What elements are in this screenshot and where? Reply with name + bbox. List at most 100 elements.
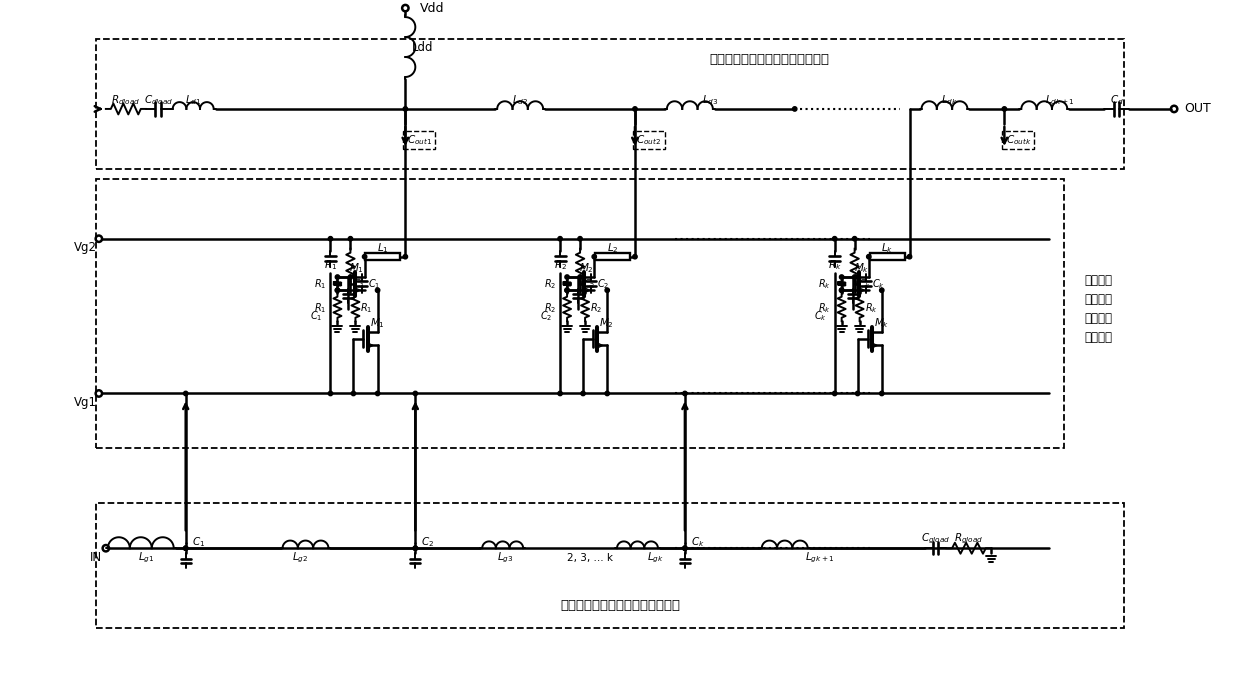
Circle shape [852, 236, 857, 241]
Text: $R_{dload}$: $R_{dload}$ [112, 94, 140, 107]
Text: $M_{k}$: $M_{k}$ [874, 316, 889, 330]
Circle shape [184, 546, 188, 550]
Text: IN: IN [89, 550, 102, 563]
Circle shape [1002, 107, 1007, 111]
Bar [95, 39, 1125, 169]
Circle shape [348, 236, 352, 241]
Text: $C_{k}$: $C_{k}$ [872, 277, 884, 290]
Bar [366, 253, 401, 260]
Text: Vg2: Vg2 [74, 241, 98, 254]
Text: $M_{k}$: $M_{k}$ [853, 261, 869, 275]
Text: 反馈型二级达林顿管输出合成网络: 反馈型二级达林顿管输出合成网络 [709, 53, 830, 66]
Circle shape [632, 255, 637, 259]
Circle shape [376, 288, 379, 292]
Circle shape [565, 288, 569, 292]
Circle shape [605, 288, 609, 292]
Text: $R_{1}$: $R_{1}$ [325, 257, 337, 272]
Circle shape [839, 275, 844, 279]
Circle shape [578, 275, 583, 279]
Circle shape [335, 288, 340, 292]
Circle shape [413, 391, 418, 395]
Circle shape [591, 255, 596, 259]
Text: $C_{1}$: $C_{1}$ [192, 535, 205, 549]
Circle shape [879, 288, 884, 292]
Text: $L_{d1}$: $L_{d1}$ [185, 94, 201, 107]
Circle shape [867, 255, 870, 259]
Text: $L_{2}$: $L_{2}$ [606, 241, 619, 255]
Circle shape [184, 391, 188, 395]
Circle shape [348, 275, 352, 279]
Text: $L_{k}$: $L_{k}$ [880, 241, 893, 255]
Text: $C_{1}$: $C_{1}$ [310, 309, 322, 323]
Circle shape [558, 391, 562, 395]
Circle shape [879, 391, 884, 395]
Circle shape [351, 391, 356, 395]
Text: Vg1: Vg1 [74, 396, 98, 409]
Text: $L_{g1}$: $L_{g1}$ [138, 551, 154, 566]
Circle shape [565, 288, 569, 292]
Text: $R_{1}$: $R_{1}$ [361, 301, 373, 315]
Circle shape [565, 275, 569, 279]
Circle shape [683, 546, 687, 550]
Circle shape [362, 255, 367, 259]
Text: $C_{dload}$: $C_{dload}$ [144, 94, 172, 107]
Text: $L_{dk}$: $L_{dk}$ [941, 94, 957, 107]
Circle shape [683, 546, 687, 550]
Circle shape [558, 236, 562, 241]
Text: $R_{gload}$: $R_{gload}$ [955, 532, 983, 546]
Text: $M_{1}$: $M_{1}$ [350, 261, 365, 275]
Text: $R_{k}$: $R_{k}$ [817, 301, 831, 315]
Circle shape [605, 391, 609, 395]
Circle shape [580, 391, 585, 395]
Text: OUT: OUT [1184, 102, 1210, 115]
Bar [95, 179, 1064, 448]
Text: $C_{1}$: $C_{1}$ [367, 277, 379, 290]
Bar [869, 253, 904, 260]
Circle shape [578, 236, 583, 241]
Circle shape [632, 107, 637, 111]
Text: $C_{k}$: $C_{k}$ [858, 277, 870, 290]
Text: Vdd: Vdd [420, 1, 445, 14]
Circle shape [792, 107, 797, 111]
Bar [632, 131, 665, 149]
Circle shape [839, 288, 844, 292]
Circle shape [184, 546, 188, 550]
Text: $C_{1}$: $C_{1}$ [353, 277, 366, 290]
Circle shape [403, 107, 408, 111]
Text: $L_{g2}$: $L_{g2}$ [293, 551, 309, 566]
Circle shape [839, 288, 844, 292]
Text: $L_{dk+1}$: $L_{dk+1}$ [1044, 94, 1074, 107]
Text: $R_{1}$: $R_{1}$ [314, 301, 326, 315]
Circle shape [413, 546, 418, 550]
Bar [1002, 131, 1034, 149]
Text: $R_{2}$: $R_{2}$ [544, 301, 556, 315]
Circle shape [376, 391, 379, 395]
Circle shape [329, 236, 332, 241]
Circle shape [852, 275, 857, 279]
Bar [595, 253, 630, 260]
Circle shape [832, 391, 837, 395]
Text: $C_{2}$: $C_{2}$ [598, 277, 610, 290]
Circle shape [832, 236, 837, 241]
Text: $M_{1}$: $M_{1}$ [370, 316, 384, 330]
Text: $C_d$: $C_d$ [1110, 94, 1123, 107]
Text: $R_{2}$: $R_{2}$ [554, 257, 567, 272]
Text: 分布式反
馈型二级
达林顿管
放大网络: 分布式反 馈型二级 达林顿管 放大网络 [1084, 274, 1112, 344]
Text: $R_{k}$: $R_{k}$ [828, 257, 842, 272]
Text: $M_{2}$: $M_{2}$ [599, 316, 614, 330]
Text: $C_{2}$: $C_{2}$ [539, 309, 552, 323]
Text: $L_{g3}$: $L_{g3}$ [497, 551, 513, 566]
Bar [403, 131, 435, 149]
Text: $C_{out1}$: $C_{out1}$ [407, 133, 432, 147]
Text: Ldd: Ldd [413, 40, 434, 53]
Bar [95, 503, 1125, 628]
Text: $R_{k}$: $R_{k}$ [817, 277, 831, 290]
Circle shape [403, 255, 408, 259]
Text: $R_{2}$: $R_{2}$ [544, 277, 556, 290]
Circle shape [413, 546, 418, 550]
Text: $L_{gk}$: $L_{gk}$ [646, 551, 663, 566]
Text: $L_{d2}$: $L_{d2}$ [512, 94, 528, 107]
Text: $C_{out2}$: $C_{out2}$ [636, 133, 661, 147]
Text: $C_{2}$: $C_{2}$ [422, 535, 434, 549]
Circle shape [335, 288, 340, 292]
